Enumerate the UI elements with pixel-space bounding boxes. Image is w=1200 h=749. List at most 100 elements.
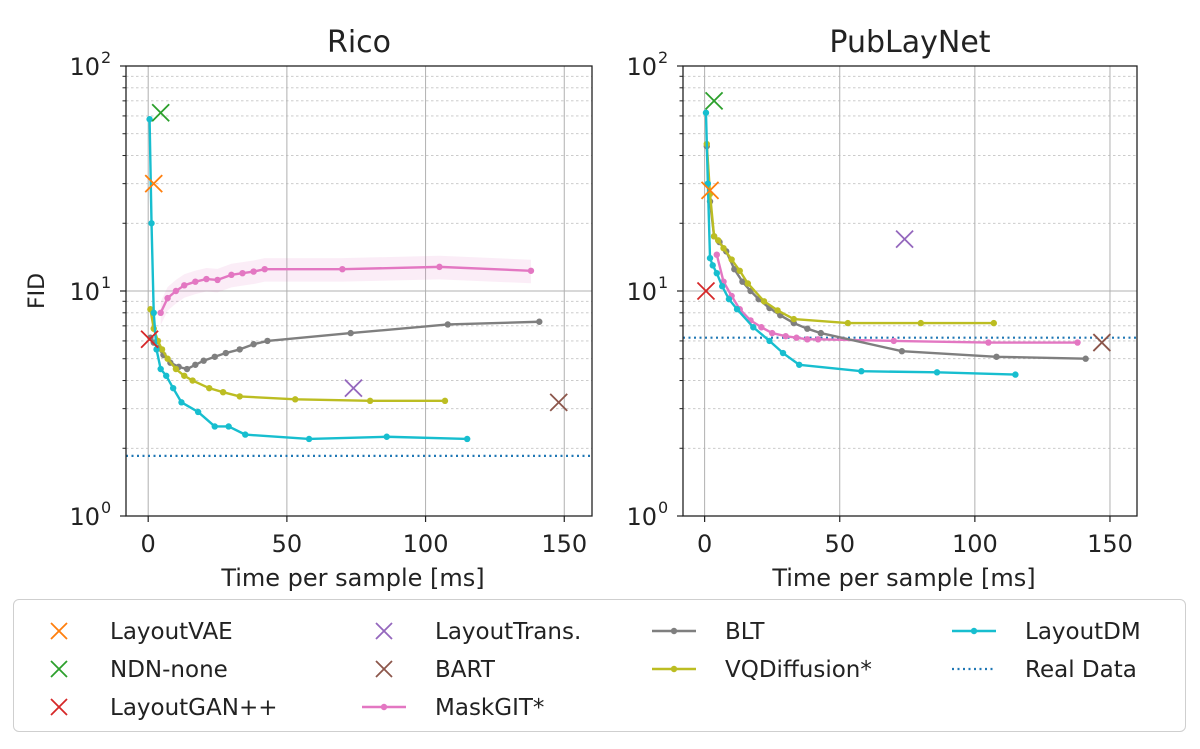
x-tick-label: 100 bbox=[952, 530, 998, 558]
blt-point bbox=[731, 265, 738, 273]
legend-label: LayoutTrans. bbox=[435, 619, 581, 645]
marker-stroke bbox=[1092, 333, 1112, 352]
blt-line bbox=[149, 320, 540, 371]
blt-point bbox=[183, 365, 191, 373]
legend-label: Real Data bbox=[1025, 657, 1137, 683]
maskgit-point bbox=[890, 337, 897, 345]
marker-stroke bbox=[696, 281, 716, 301]
layoutdm-point bbox=[750, 324, 757, 331]
legend-marker bbox=[375, 660, 393, 678]
maskgit-point bbox=[985, 339, 992, 346]
maskgit-point bbox=[172, 287, 180, 295]
legend-label: LayoutDM bbox=[1025, 619, 1141, 645]
blt-point bbox=[739, 278, 746, 285]
layoutdm-point bbox=[463, 435, 471, 443]
maskgit-point bbox=[782, 332, 789, 340]
vqdiffusion-point bbox=[790, 315, 797, 323]
legend: LayoutVAE NDN-none LayoutGAN++ LayoutTrans.… bbox=[50, 619, 1141, 721]
legend-dot bbox=[970, 627, 978, 635]
ndn-none-marker bbox=[704, 91, 724, 110]
legend-item-maskgit: MaskGIT* bbox=[362, 695, 544, 721]
maskgit-line bbox=[715, 254, 1078, 344]
layoutdm-point bbox=[718, 283, 726, 290]
maskgit-point bbox=[804, 336, 811, 343]
x-tick-label: 50 bbox=[824, 530, 855, 558]
vqdiffusion-line bbox=[705, 143, 994, 325]
legend-label: BART bbox=[435, 657, 496, 683]
layoutdm-line bbox=[704, 112, 1016, 376]
x-axis-label: Time per sample [ms] bbox=[771, 564, 1035, 592]
vqdiffusion-point bbox=[710, 233, 718, 240]
x-tick-label: 50 bbox=[272, 530, 303, 558]
maskgit-point bbox=[713, 251, 720, 258]
vqdiffusion-point bbox=[844, 319, 852, 327]
layoutdm-point bbox=[225, 423, 232, 430]
legend-label: NDN-none bbox=[110, 657, 228, 683]
legend-item-layouttrans: LayoutTrans. bbox=[375, 619, 581, 645]
y-tick-label: 10 bbox=[69, 278, 100, 306]
legend-label: BLT bbox=[725, 619, 765, 645]
layouttrans-marker bbox=[344, 379, 363, 398]
legend-dot bbox=[670, 665, 678, 673]
legend-dot bbox=[380, 703, 388, 711]
legend-marker bbox=[50, 622, 68, 640]
layoutdm-point bbox=[779, 349, 787, 357]
legend-item-ndn-none: NDN-none bbox=[50, 657, 228, 683]
layoutdm-point bbox=[153, 346, 160, 353]
legend-box bbox=[13, 599, 1186, 732]
vqdiffusion-point bbox=[990, 319, 997, 327]
maskgit-point bbox=[758, 324, 765, 331]
layoutvae-marker bbox=[144, 174, 163, 193]
layoutdm-point bbox=[713, 269, 720, 277]
blt-point bbox=[1082, 355, 1089, 362]
vqdiffusion-point bbox=[736, 267, 743, 274]
vqdiffusion-point bbox=[366, 397, 374, 405]
layoutdm-point bbox=[796, 361, 803, 368]
blt-point bbox=[264, 337, 271, 345]
maskgit-point bbox=[164, 294, 171, 302]
layoutdm-point bbox=[146, 116, 153, 123]
marker-stroke bbox=[700, 181, 720, 200]
maskgit-point bbox=[261, 265, 268, 273]
vqdiffusion-point bbox=[720, 244, 727, 252]
maskgit-point bbox=[768, 329, 776, 337]
x-tick-label: 0 bbox=[697, 530, 712, 558]
legend-item-bart: BART bbox=[375, 657, 496, 683]
legend-label: MaskGIT* bbox=[435, 695, 544, 721]
y-tick-label: 10 bbox=[626, 503, 657, 531]
y-tick-exponent: 2 bbox=[658, 48, 668, 67]
marker-stroke bbox=[704, 91, 724, 110]
layoutdm-point bbox=[1012, 371, 1019, 378]
blt-point bbox=[211, 353, 218, 360]
vqdiffusion-point bbox=[206, 384, 213, 392]
vqdiffusion-point bbox=[714, 237, 722, 244]
maskgit-point bbox=[793, 334, 800, 341]
y-tick-exponent: 0 bbox=[658, 498, 668, 517]
maskgit-point bbox=[527, 267, 535, 274]
vqdiffusion-point bbox=[164, 355, 171, 362]
maskgit-point bbox=[239, 269, 246, 277]
vqdiffusion-point bbox=[189, 377, 196, 384]
y-tick-exponent: 1 bbox=[658, 273, 668, 292]
layoutdm-point bbox=[933, 369, 941, 376]
maskgit-point bbox=[339, 265, 346, 273]
layoutdm-point bbox=[148, 220, 155, 227]
y-tick-label: 10 bbox=[69, 503, 100, 531]
legend-item-layoutgan: LayoutGAN++ bbox=[50, 695, 278, 721]
layoutdm-point bbox=[178, 399, 185, 406]
bart-marker bbox=[1092, 333, 1112, 352]
layoutdm-point bbox=[706, 254, 714, 262]
maskgit-point bbox=[228, 271, 235, 279]
blt-point bbox=[536, 318, 543, 325]
blt-point bbox=[347, 329, 354, 337]
vqdiffusion-point bbox=[917, 319, 925, 327]
chart-title: Rico bbox=[327, 25, 391, 60]
x-tick-label: 100 bbox=[403, 530, 449, 558]
maskgit-point bbox=[436, 263, 443, 271]
layoutdm-point bbox=[858, 368, 865, 375]
legend-marker bbox=[50, 660, 68, 678]
layoutdm-point bbox=[383, 433, 390, 440]
maskgit-point bbox=[250, 268, 257, 275]
